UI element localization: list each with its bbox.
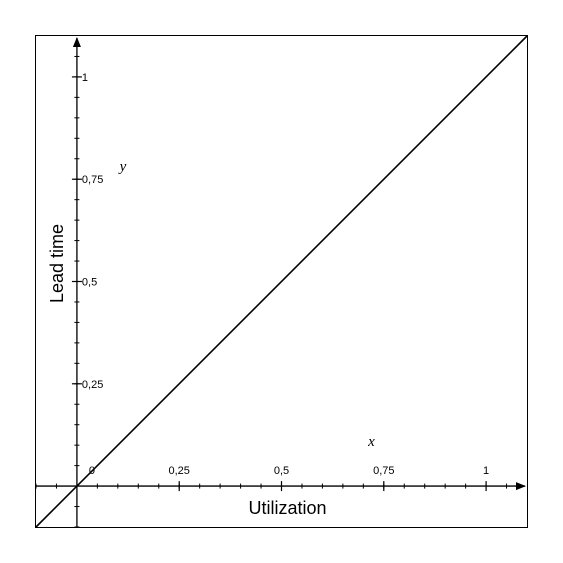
x-axis-variable-label: x [367, 434, 375, 450]
major-ticks [71, 76, 487, 492]
x-tick-label: 0,75 [373, 465, 394, 477]
origin-label: 0 [89, 465, 95, 477]
tick-labels: 0,25 0,5 0,75 1 0,25 0,5 0,75 1 [82, 72, 489, 477]
y-axis-variable-label: y [118, 159, 127, 175]
x-tick-label: 0,25 [168, 465, 189, 477]
y-axis-arrowhead [72, 37, 81, 47]
y-tick-label: 0,25 [82, 379, 103, 391]
y-axis-title: Lead time [47, 224, 67, 303]
y-tick-label: 0,75 [82, 174, 103, 186]
x-axis-arrowhead [516, 482, 526, 491]
x-tick-label: 0,5 [274, 465, 289, 477]
series-line [35, 35, 528, 528]
x-tick-label: 1 [483, 465, 489, 477]
x-axis-title: Utilization [248, 498, 326, 518]
y-tick-label: 1 [82, 72, 88, 84]
plot-frame [35, 35, 528, 528]
y-tick-label: 0,5 [82, 277, 97, 289]
